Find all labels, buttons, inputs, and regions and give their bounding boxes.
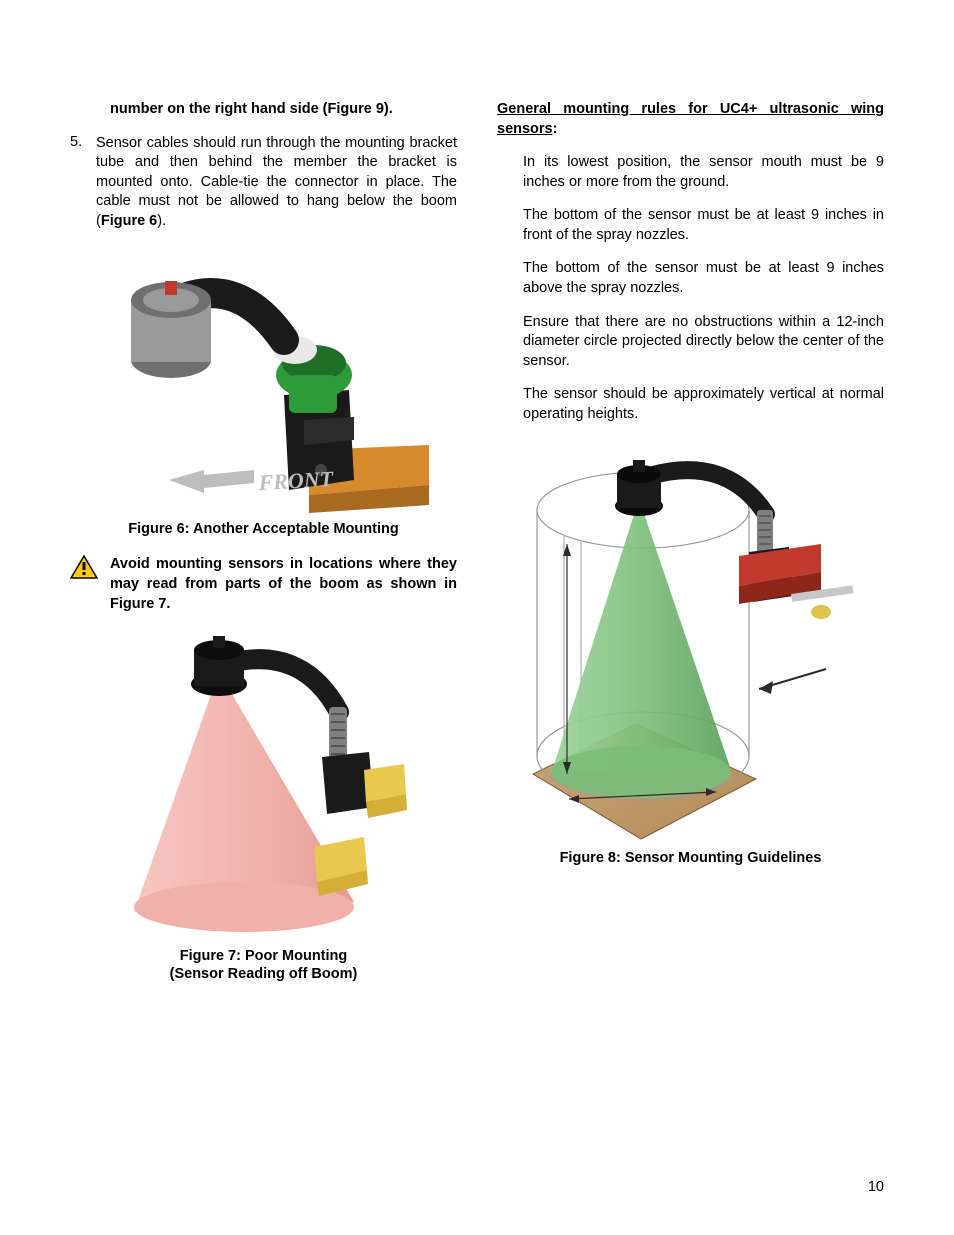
figure-6: FRONT [70,245,457,515]
arrow-icon [169,470,254,493]
yellow-nozzle [811,605,831,619]
figure-6-svg: FRONT [99,245,429,515]
figure-7-caption-line2: (Sensor Reading off Boom) [70,966,457,982]
sensor-nub-7 [213,636,225,648]
rules-heading: General mounting rules for UC4+ ultrason… [497,100,884,139]
sensor-red-tip [165,281,177,295]
intro-continuation: number on the right hand side (Figure 9)… [110,100,457,120]
green-stem [289,375,337,413]
item5-bold: Figure 6 [101,213,157,229]
right-column: General mounting rules for UC4+ ultrason… [497,100,884,1000]
rule-5: The sensor should be approximately verti… [523,385,884,424]
list-marker-5: 5. [70,134,96,232]
rule-3: The bottom of the sensor must be at leas… [523,259,884,298]
page-number: 10 [868,1179,884,1195]
list-item-5: 5. Sensor cables should run through the … [70,134,457,232]
rule-2: The bottom of the sensor must be at leas… [523,206,884,245]
two-column-layout: number on the right hand side (Figure 9)… [70,100,884,1000]
figure-6-caption: Figure 6: Another Acceptable Mounting [70,521,457,537]
arm-tube [234,659,339,712]
list-body-5: Sensor cables should run through the mou… [96,134,457,232]
rules-heading-colon: : [553,121,558,137]
warning-text: Avoid mounting sensors in locations wher… [110,555,457,614]
rule-4: Ensure that there are no obstructions wi… [523,313,884,372]
left-column: number on the right hand side (Figure 9)… [70,100,457,1000]
rule-1: In its lowest position, the sensor mouth… [523,153,884,192]
warning-row: Avoid mounting sensors in locations wher… [70,555,457,614]
figure-8-svg [521,444,861,844]
green-cone-base [551,746,731,798]
item5-text-b: ). [157,213,166,229]
page: number on the right hand side (Figure 9)… [0,0,954,1235]
warning-icon [70,555,98,579]
warning-bang-stem [83,562,86,570]
warning-bang-dot [83,572,86,575]
front-arrow-group: FRONT [169,466,335,495]
front-label: FRONT [256,466,334,495]
sensor-nub-8 [633,460,645,472]
figure-7 [70,632,457,942]
spring-8 [757,510,773,556]
figure-8 [497,444,884,844]
figure-7-svg [114,632,414,942]
figure-8-caption: Figure 8: Sensor Mounting Guidelines [497,850,884,866]
figure-7-caption-line1: Figure 7: Poor Mounting [70,948,457,964]
